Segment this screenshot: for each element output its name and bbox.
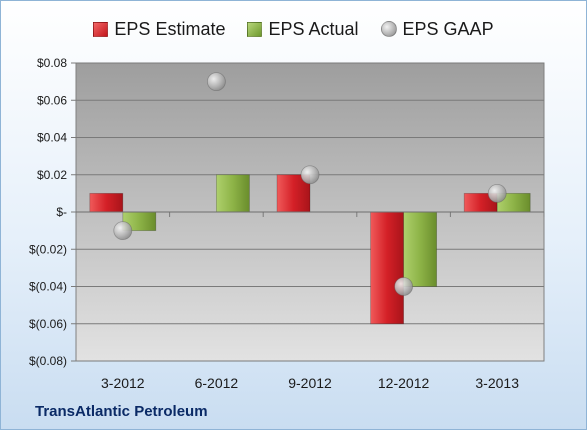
y-tick-label: $- <box>56 205 67 219</box>
y-tick-label: $(0.06) <box>29 317 67 331</box>
x-tick-label: 3-2012 <box>101 375 145 391</box>
y-tick-label: $(0.08) <box>29 354 67 368</box>
legend-swatch-estimate <box>93 21 109 37</box>
gaap-point <box>394 277 414 296</box>
y-tick-label: $(0.04) <box>29 280 67 294</box>
actual-bar <box>403 211 438 287</box>
gaap-point <box>300 165 320 185</box>
y-tick-label: $0.08 <box>37 56 67 70</box>
y-tick-label: $0.02 <box>37 168 67 182</box>
legend-item-actual: EPS Actual <box>247 18 359 40</box>
legend-swatch-actual <box>247 21 263 37</box>
legend: EPS Estimate EPS Actual EPS GAAP <box>1 18 586 40</box>
gaap-point <box>113 221 133 241</box>
legend-swatch-gaap <box>380 21 397 37</box>
x-tick-label: 9-2012 <box>288 375 332 391</box>
legend-item-estimate: EPS Estimate <box>93 19 225 40</box>
y-tick-label: $0.04 <box>37 131 67 145</box>
legend-label-actual: EPS Actual <box>268 18 359 39</box>
gaap-point <box>487 183 507 203</box>
estimate-bar <box>370 211 405 325</box>
x-tick-label: 3-2013 <box>475 375 519 391</box>
gaap-point <box>206 72 226 92</box>
estimate-bar <box>89 192 124 213</box>
x-tick-label: 12-2012 <box>378 375 430 391</box>
legend-label-gaap: EPS GAAP <box>402 18 494 39</box>
actual-bar <box>215 174 250 213</box>
y-tick-label: $0.06 <box>37 93 67 107</box>
legend-item-gaap: EPS GAAP <box>380 18 494 40</box>
x-tick-label: 6-2012 <box>195 375 239 391</box>
legend-label-estimate: EPS Estimate <box>114 18 226 39</box>
y-tick-label: $(0.02) <box>29 242 67 256</box>
eps-chart: $0.08 $0.06 $0.04 $0.02 $- $(0.02) $(0.04) $(0.… <box>29 56 545 391</box>
company-name: TransAtlantic Petroleum <box>35 403 208 420</box>
